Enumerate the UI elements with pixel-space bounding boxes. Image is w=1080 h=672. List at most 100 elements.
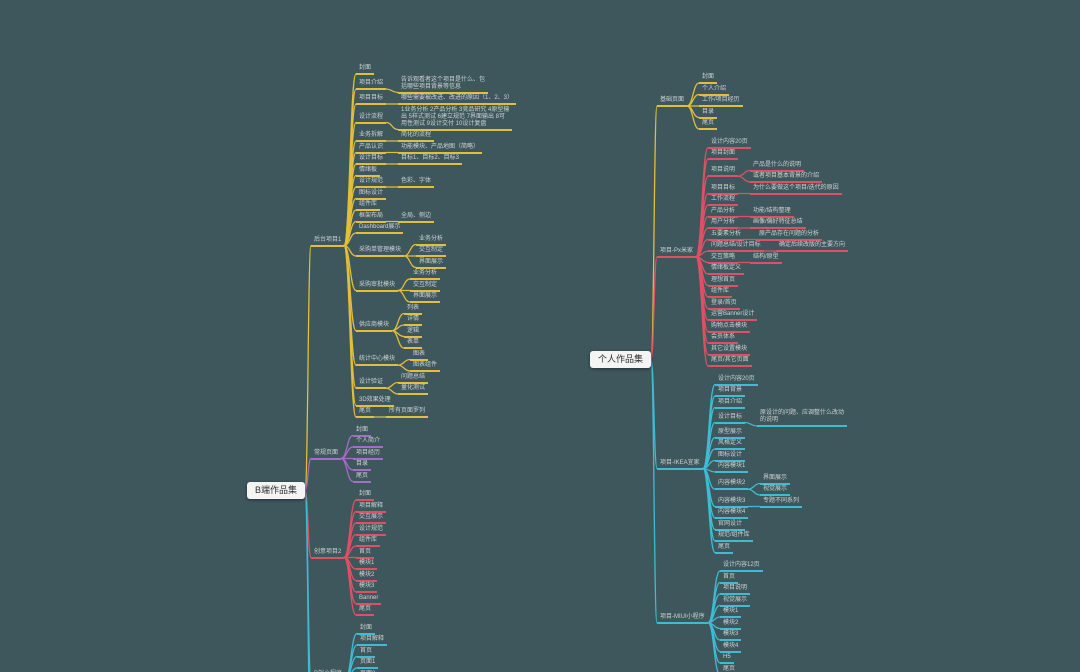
sub-topic[interactable]: 逻辑	[404, 327, 423, 338]
sub-topic[interactable]: H5	[720, 653, 734, 664]
sub-topic[interactable]: 组件库	[708, 287, 733, 298]
sub-topic[interactable]: 色彩、字体	[398, 177, 435, 188]
sub-topic[interactable]: 购物点击模块	[708, 322, 751, 333]
sub-topic[interactable]: 统计中心模块	[356, 355, 399, 367]
sub-topic[interactable]: 内容模块2	[715, 479, 749, 491]
sub-topic[interactable]: 其它设置模块	[708, 345, 751, 356]
sub-topic[interactable]: 首页	[356, 548, 375, 559]
sub-topic[interactable]: 交互制定	[410, 281, 441, 292]
sub-topic[interactable]: 设计规范	[356, 525, 387, 536]
sub-topic[interactable]: 专题不同系列	[760, 497, 803, 508]
sub-topic[interactable]: 项目说明	[720, 584, 751, 595]
sub-topic[interactable]: 运营Banner设计	[708, 310, 758, 321]
sub-topic[interactable]: 视觉展示	[760, 485, 791, 496]
sub-topic[interactable]: 为什么要做这个项目/迭代的原因	[750, 184, 842, 195]
sub-topic[interactable]: 项目封面	[708, 149, 739, 160]
sub-topic[interactable]: 尾页	[356, 407, 375, 418]
sub-topic[interactable]: 设计流程	[356, 113, 387, 124]
branch-topic[interactable]: 基础页面	[657, 96, 688, 107]
sub-topic[interactable]: 全局、侧边	[398, 212, 435, 223]
sub-topic[interactable]: 尾页/其它页面	[708, 356, 752, 367]
sub-topic[interactable]: 业务拆解	[356, 131, 387, 142]
sub-topic[interactable]: 业务分析	[416, 235, 447, 246]
sub-topic[interactable]: 封面	[699, 73, 718, 84]
sub-topic[interactable]: 情绪板定义	[708, 264, 745, 275]
sub-topic[interactable]: 产品分析	[708, 207, 739, 218]
sub-topic[interactable]: 原型展示	[715, 428, 746, 439]
sub-topic[interactable]: 用户分析	[708, 218, 739, 229]
sub-topic[interactable]: 原产品存在问题的分析	[756, 230, 823, 241]
sub-topic[interactable]: 项目介绍	[715, 398, 746, 409]
sub-topic[interactable]: 尾页	[699, 119, 718, 130]
sub-topic[interactable]: 设计内容20页	[715, 375, 758, 386]
sub-topic[interactable]: 五要素分析	[708, 230, 745, 241]
sub-topic[interactable]: 组件库	[356, 536, 381, 547]
sub-topic[interactable]: 设计目标	[356, 154, 387, 165]
sub-topic[interactable]: 首页	[357, 647, 376, 658]
sub-topic[interactable]: 交互展示	[356, 513, 387, 524]
sub-topic[interactable]: 采购单管理模块	[356, 246, 405, 257]
sub-topic[interactable]: 官网设计	[715, 520, 746, 531]
sub-topic[interactable]: 组件库	[356, 200, 381, 211]
sub-topic[interactable]: 采购审批模块	[356, 281, 399, 292]
sub-topic[interactable]: 图标设计	[356, 189, 387, 200]
sub-topic[interactable]: 理想首页	[708, 276, 739, 287]
sub-topic[interactable]: 模块1	[720, 607, 742, 618]
sub-topic[interactable]: 页面2	[357, 670, 378, 672]
branch-topic[interactable]: 后台项目1	[311, 236, 345, 247]
sub-topic[interactable]: 规范/组件库	[715, 531, 753, 542]
sub-topic[interactable]: 所有页面罗列	[386, 407, 429, 418]
sub-topic[interactable]: 业务分析	[410, 269, 441, 280]
sub-topic[interactable]: 设计验证	[356, 378, 387, 390]
sub-topic[interactable]: 登录/首页	[708, 299, 740, 310]
sub-topic[interactable]: 风格定义	[715, 439, 746, 450]
sub-topic[interactable]: Dashboard展示	[356, 223, 404, 234]
sub-topic[interactable]: 详情	[404, 315, 423, 326]
sub-topic[interactable]: 或者项目基本背景的介绍	[750, 172, 823, 183]
sub-topic[interactable]: 量化测试	[398, 384, 429, 395]
sub-topic[interactable]: 内容模块4	[715, 508, 749, 519]
sub-topic[interactable]: 结构/原型	[750, 253, 782, 264]
sub-topic[interactable]: 封面	[357, 624, 376, 635]
sub-topic[interactable]: 交互制定	[416, 246, 447, 257]
sub-topic[interactable]: 交互策略	[708, 253, 739, 264]
sub-topic[interactable]: 尾页	[720, 665, 738, 672]
branch-topic[interactable]: 创意项目2	[311, 548, 345, 559]
sub-topic[interactable]: 模块3	[356, 582, 378, 593]
sub-topic[interactable]: 内容模块3	[715, 497, 749, 508]
sub-topic[interactable]: 产品是什么的说明	[750, 161, 805, 172]
branch-topic[interactable]: B端小程序	[311, 670, 345, 672]
sub-topic[interactable]: 内容模块1	[715, 462, 749, 473]
sub-topic[interactable]: 表单	[404, 338, 423, 349]
sub-topic[interactable]: 个人简介	[353, 437, 384, 448]
sub-topic[interactable]: 界面展示	[410, 292, 441, 303]
sub-topic[interactable]: 模块2	[720, 619, 742, 630]
sub-topic[interactable]: 视觉展示	[720, 596, 751, 607]
sub-topic[interactable]: 模块2	[356, 571, 378, 582]
sub-topic[interactable]: 1业务分析 2产品分析 3竞品研究 4原型输 出 5样式测试 6建立规范 7界面…	[398, 106, 513, 131]
sub-topic[interactable]: 界面展示	[760, 474, 791, 485]
sub-topic[interactable]: Banner	[356, 594, 382, 605]
sub-topic[interactable]: 个人介绍	[699, 85, 730, 96]
sub-topic[interactable]: 功能模块、产品地图（简略）	[398, 143, 483, 154]
sub-topic[interactable]: 图标设计	[715, 451, 746, 462]
sub-topic[interactable]: 尾页	[356, 605, 375, 616]
sub-topic[interactable]: 图表	[410, 350, 429, 361]
sub-topic[interactable]: 尾页	[353, 472, 372, 483]
sub-topic[interactable]: 画像/偏好特征总结	[750, 218, 806, 229]
sub-topic[interactable]: 项目说明	[708, 166, 739, 178]
sub-topic[interactable]: 情绪板	[356, 166, 381, 177]
sub-topic[interactable]: 框架布局	[356, 212, 387, 223]
sub-topic[interactable]: 目录	[699, 108, 718, 119]
sub-topic[interactable]: 列表	[404, 304, 423, 315]
sub-topic[interactable]: 工作流程	[708, 195, 739, 206]
sub-topic[interactable]: 模块1	[356, 559, 378, 570]
sub-topic[interactable]: 确定后续改版的主要方向	[776, 241, 849, 252]
branch-topic[interactable]: 项目-IKEA宜家	[657, 459, 703, 470]
sub-topic[interactable]: 封面	[356, 64, 375, 75]
sub-topic[interactable]: 哪些需要被改进、改进的原因（1、2、3）	[398, 94, 517, 105]
sub-topic[interactable]: 产品认识	[356, 143, 387, 154]
sub-topic[interactable]: 工作/项目经历	[699, 96, 743, 107]
sub-topic[interactable]: 问题总结	[398, 373, 429, 384]
